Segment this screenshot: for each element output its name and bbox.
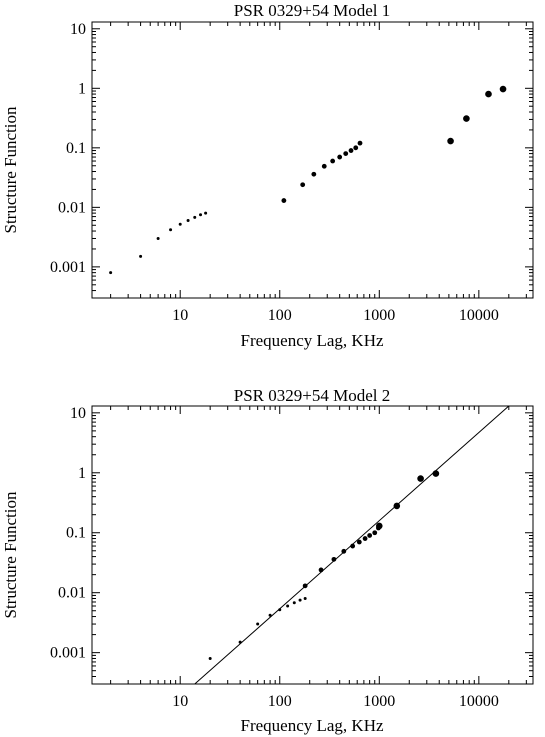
data-point [109,271,113,275]
x-tick-label: 1000 [363,307,395,324]
y-tick-label: 0.01 [58,585,86,602]
data-point [367,533,373,538]
data-point [447,137,454,145]
y-tick-label: 0.01 [58,199,86,216]
data-point [330,158,336,164]
data-point [208,656,212,660]
data-point [204,211,208,215]
x-tick-label: 100 [268,693,292,710]
data-point [356,539,362,545]
data-point [463,115,470,122]
data-point [169,228,173,232]
data-point [186,219,190,223]
data-point [499,85,507,93]
chart-panel-2: PSR 0329+54 Model 2 10 100 1000 10000 0.001 0… [1,386,534,735]
data-point [278,608,282,612]
plot-area: 10 100 1000 10000 0.001 0.01 0.1 1 10 [50,21,534,324]
data-point [281,198,287,203]
data-point [343,151,349,156]
y-tick-label: 10 [70,21,86,38]
data-point [321,163,327,169]
x-axis-label: Frequency Lag, KHz [240,331,383,350]
plot-frame [91,405,534,685]
data-point [292,601,296,605]
data-point [485,90,492,98]
x-tick-label: 10000 [459,307,499,324]
data-point [341,548,347,554]
y-tick-label: 0.001 [50,259,86,276]
data-point [139,254,143,258]
y-tick-label: 0.001 [50,645,86,662]
plot-area: 10 100 1000 10000 0.001 0.01 0.1 1 10 [50,405,534,710]
x-tick-label: 10 [172,693,188,710]
data-point [362,536,368,541]
data-point [238,640,242,644]
data-point [300,182,306,188]
x-tick-label: 1000 [363,693,395,710]
y-axis-label: Structure Function [1,491,20,619]
data-point [256,622,260,626]
data-point [353,145,359,151]
data-point [393,502,401,510]
y-tick-label: 0.1 [66,525,86,542]
chart-panel-1: PSR 0329+54 Model 1 10 100 1000 10000 0.001 0… [1,1,534,350]
plot-frame [91,21,534,299]
data-point [199,213,203,217]
data-point [348,148,354,153]
x-tick-label: 10000 [459,693,499,710]
data-point [318,567,324,573]
chart-title: PSR 0329+54 Model 1 [234,1,390,20]
data-point [375,522,383,530]
data-point [268,613,272,617]
x-axis-label: Frequency Lag, KHz [240,716,383,735]
data-point [178,222,182,226]
data-point [337,154,343,160]
y-tick-label: 0.1 [66,140,86,157]
chart-title: PSR 0329+54 Model 2 [234,386,390,405]
y-tick-label: 1 [78,465,86,482]
data-point [302,583,308,589]
data-point [156,236,160,240]
data-point [331,556,337,562]
data-point [298,598,302,602]
data-point [350,543,356,549]
y-tick-label: 1 [78,80,86,97]
data-point [193,215,197,219]
y-axis-label: Structure Function [1,106,20,234]
data-point [311,171,317,177]
y-tick-label: 10 [70,405,86,422]
data-point [286,604,290,608]
data-point [432,470,440,477]
x-tick-label: 10 [172,307,188,324]
data-point [372,530,378,536]
data-point [417,475,424,482]
x-tick-label: 100 [268,307,292,324]
data-point [303,597,307,601]
data-point [357,140,363,146]
